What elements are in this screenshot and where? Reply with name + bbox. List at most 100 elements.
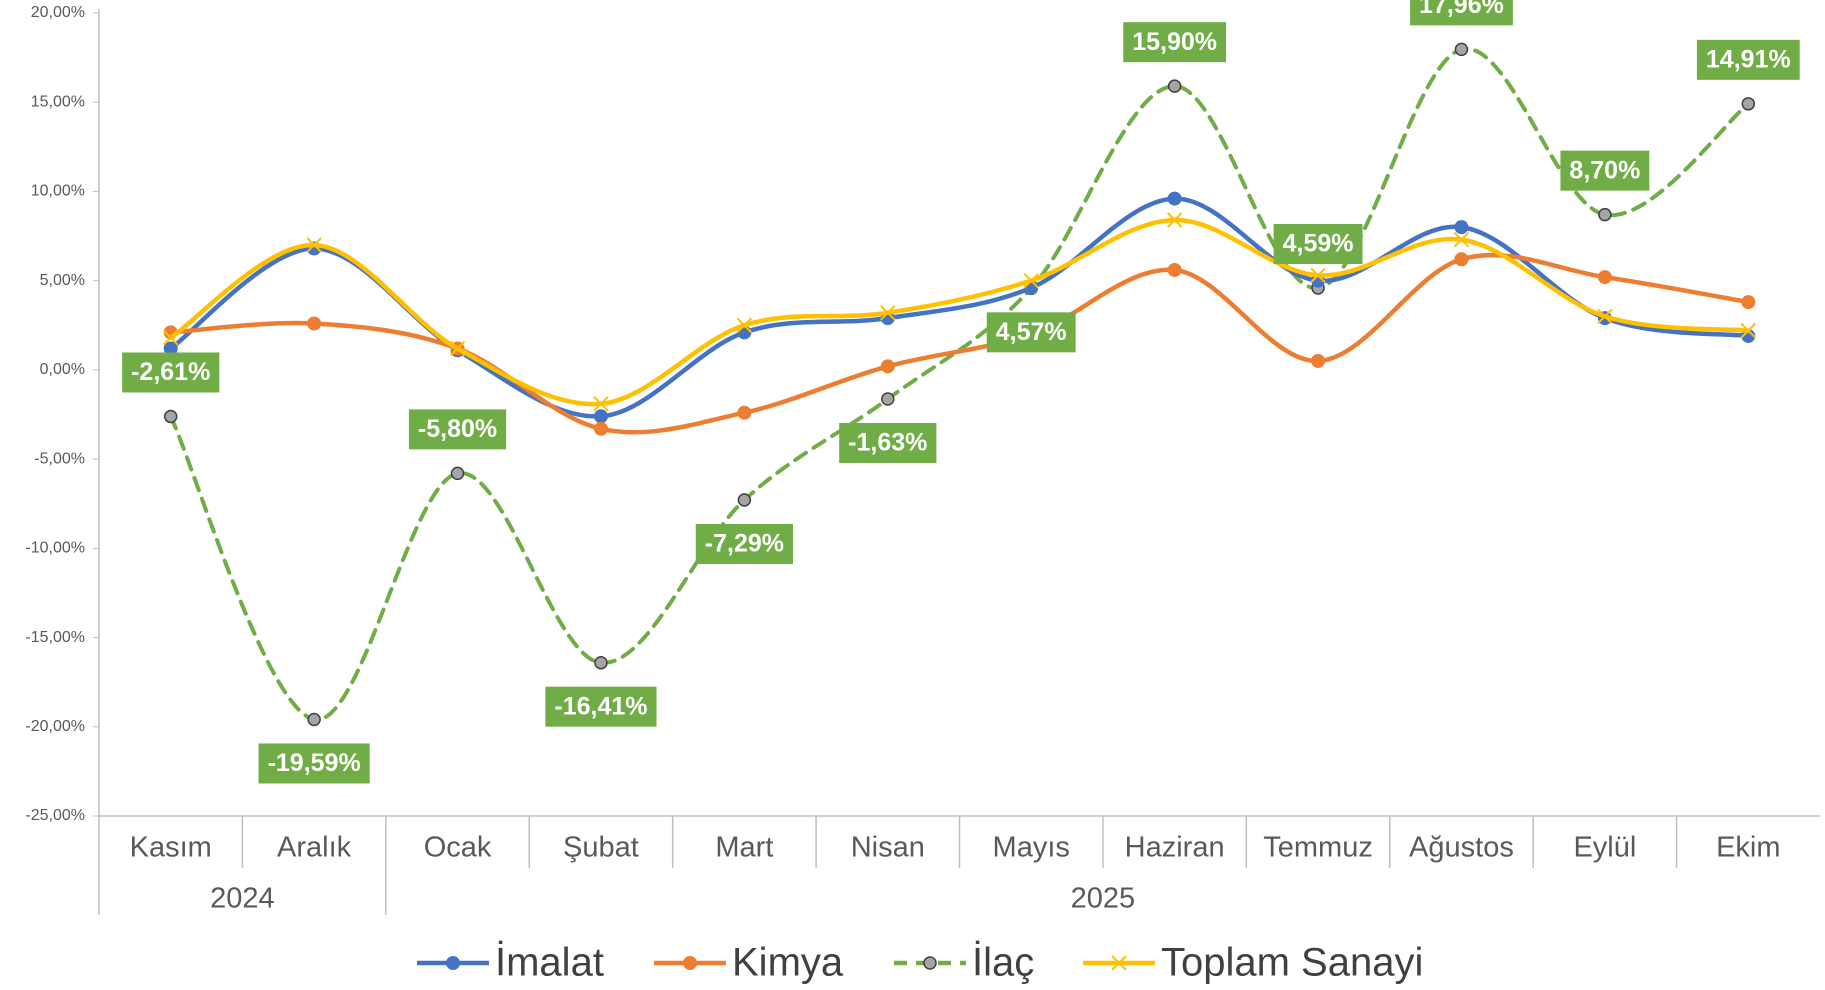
x-tick-label: Ekim [1716, 832, 1780, 864]
data-label-box [408, 409, 507, 450]
data-label-text: 8,70% [1569, 156, 1640, 184]
data-label-box [1410, 0, 1513, 26]
data-label-text: -19,59% [268, 749, 361, 777]
marker [449, 340, 466, 357]
legend-label: İlaç [972, 940, 1034, 985]
series [163, 212, 1756, 412]
marker [306, 237, 322, 253]
marker [1597, 270, 1612, 285]
marker [1167, 79, 1182, 93]
marker [923, 956, 937, 970]
marker [450, 466, 465, 481]
data-label-text: 14,91% [1706, 45, 1791, 73]
line [168, 252, 1751, 435]
data-label-box [986, 312, 1076, 353]
y-tick-label: 20,00% [31, 4, 85, 21]
data-label: -2,61% [122, 352, 220, 393]
data-label: -16,41% [545, 686, 657, 727]
marker [1741, 97, 1756, 111]
series [163, 191, 1756, 424]
x-tick-label: Ağustos [1409, 832, 1514, 864]
data-label-box [1696, 39, 1800, 80]
line [168, 217, 1751, 407]
series [163, 252, 1756, 436]
marker [307, 316, 322, 331]
marker [683, 956, 697, 970]
data-label: 14,91% [1696, 39, 1800, 80]
data-label-box [1560, 150, 1650, 191]
x-tick-label: Ocak [424, 832, 492, 864]
legend-label: Toplam Sanayi [1161, 941, 1423, 985]
y-tick-label: 10,00% [31, 183, 85, 200]
data-label: 4,57% [986, 312, 1076, 353]
marker [446, 956, 460, 970]
marker [1167, 191, 1182, 206]
legend-label: İmalat [495, 940, 604, 985]
x-tick-label: Haziran [1125, 832, 1225, 864]
x-tick-label: Şubat [563, 832, 639, 864]
marker [737, 493, 752, 507]
marker [1310, 267, 1326, 284]
data-label-text: 15,90% [1132, 28, 1217, 56]
data-label-text: 17,96% [1419, 0, 1504, 19]
data-label: 17,96% [1410, 0, 1513, 26]
x-tick-label: Mart [715, 832, 773, 864]
data-label: -5,80% [408, 409, 507, 450]
marker [1454, 252, 1469, 267]
year-label: 2025 [1071, 883, 1136, 915]
marker [736, 317, 753, 333]
series [163, 42, 1756, 727]
marker [163, 330, 179, 346]
marker [1740, 322, 1756, 339]
data-label: -19,59% [258, 743, 370, 784]
data-label-box [839, 422, 937, 463]
marker [1111, 955, 1127, 971]
x-tick-label: Nisan [851, 832, 925, 864]
marker [1741, 295, 1756, 310]
marker [1454, 220, 1469, 235]
marker [1598, 207, 1612, 222]
data-label: 8,70% [1560, 150, 1650, 191]
data-label: 15,90% [1123, 22, 1227, 63]
y-tick-label: 15,00% [31, 93, 85, 110]
data-label-box [1273, 223, 1363, 264]
x-tick-label: Mayıs [993, 832, 1070, 864]
y-tick-label: -15,00% [25, 629, 85, 646]
marker [880, 359, 895, 374]
marker [1454, 42, 1469, 57]
marker [307, 712, 321, 727]
legend-label: Kimya [732, 941, 844, 985]
y-tick-label: 5,00% [40, 272, 85, 289]
marker [593, 421, 608, 436]
data-label-box [695, 523, 793, 564]
data-label-box [122, 352, 220, 393]
data-label: -7,29% [695, 523, 793, 564]
y-tick-label: -5,00% [34, 450, 85, 467]
data-label-box [545, 686, 657, 727]
x-tick-label: Eylül [1573, 832, 1636, 864]
data-label-box [1123, 22, 1227, 63]
data-label: -1,63% [839, 422, 937, 463]
y-tick-label: 0,00% [40, 361, 85, 378]
y-tick-label: -20,00% [25, 718, 85, 735]
marker [880, 305, 896, 321]
data-label-text: -1,63% [848, 429, 927, 457]
data-label-box [258, 743, 370, 784]
marker [593, 409, 608, 424]
marker [1311, 353, 1326, 368]
marker [1023, 272, 1039, 289]
marker [1167, 262, 1182, 277]
data-label-text: -2,61% [131, 358, 210, 386]
x-tick-label: Kasım [130, 832, 212, 864]
marker [1597, 308, 1613, 325]
data-label-text: -5,80% [418, 415, 497, 443]
year-label: 2024 [210, 883, 275, 915]
marker [1453, 231, 1470, 248]
line [168, 47, 1751, 722]
data-label-text: -16,41% [554, 692, 647, 720]
x-tick-label: Temmuz [1263, 832, 1373, 864]
marker [1166, 212, 1183, 228]
y-tick-label: -10,00% [25, 540, 85, 557]
